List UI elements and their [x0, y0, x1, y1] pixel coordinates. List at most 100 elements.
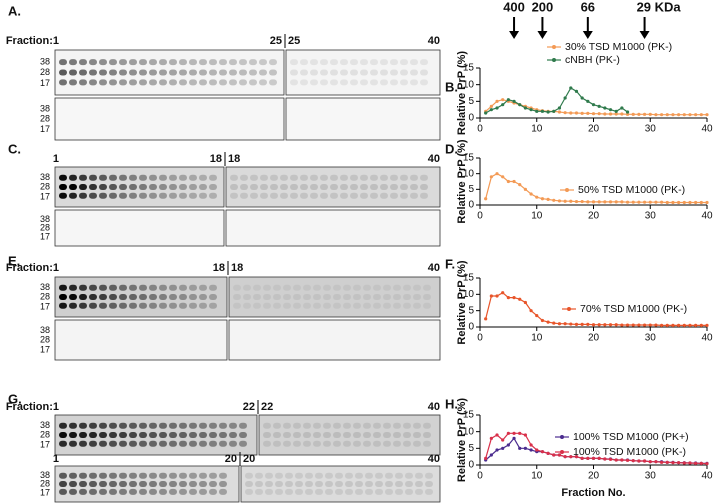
band: [390, 184, 398, 190]
band: [280, 192, 288, 199]
x-tick-label: 30: [645, 124, 657, 135]
band: [119, 192, 127, 199]
y-axis-title: Relative PrP (%): [456, 51, 468, 136]
data-point: [620, 200, 624, 204]
mw-label: 38: [40, 172, 50, 182]
data-point: [597, 200, 601, 204]
band: [79, 192, 87, 199]
data-point: [705, 113, 709, 117]
band: [373, 440, 381, 447]
band: [79, 69, 87, 76]
band: [290, 192, 298, 199]
data-point: [580, 322, 584, 326]
band: [325, 472, 333, 479]
band: [413, 440, 421, 447]
mw-label: 38: [40, 282, 50, 292]
band: [189, 488, 197, 495]
data-point: [654, 460, 658, 464]
band: [159, 79, 167, 86]
band: [323, 302, 331, 309]
band: [383, 422, 391, 429]
band: [99, 481, 107, 487]
band: [273, 302, 281, 309]
band: [295, 481, 303, 487]
band: [209, 432, 217, 438]
data-point: [506, 443, 510, 447]
data-point: [688, 323, 692, 327]
band: [269, 59, 277, 66]
band: [343, 432, 351, 438]
band: [375, 472, 383, 479]
band: [199, 422, 207, 429]
data-point: [529, 192, 533, 196]
band: [410, 184, 418, 190]
band: [199, 432, 207, 438]
band: [283, 294, 291, 300]
band: [410, 174, 418, 181]
band: [199, 192, 207, 199]
band: [303, 294, 311, 300]
y-tick-label: 5: [468, 305, 474, 316]
band: [340, 174, 348, 181]
band: [265, 488, 273, 495]
band: [59, 472, 67, 479]
band: [303, 284, 311, 291]
data-point: [557, 199, 562, 203]
band: [333, 284, 341, 291]
band: [79, 284, 87, 291]
data-point: [495, 294, 499, 298]
band: [303, 440, 311, 447]
band: [400, 184, 408, 190]
band: [169, 422, 177, 429]
band: [340, 192, 348, 199]
panel-label: B.: [445, 79, 458, 94]
band: [350, 174, 358, 181]
band: [390, 69, 398, 76]
band: [310, 59, 318, 66]
band: [149, 432, 157, 438]
lane-label: 1: [53, 153, 59, 165]
band: [69, 192, 77, 199]
data-point: [489, 104, 493, 108]
data-point: [569, 111, 573, 115]
band: [360, 79, 368, 86]
band: [425, 481, 433, 487]
band: [139, 59, 147, 66]
data-point: [540, 318, 545, 323]
band: [353, 294, 361, 300]
band: [263, 432, 271, 438]
band: [290, 174, 298, 181]
band: [99, 284, 107, 291]
panel-label: D.: [445, 141, 458, 156]
x-axis-title: Fraction No.: [561, 487, 625, 499]
band: [370, 174, 378, 181]
legend-label: 100% TSD M1000 (PK+): [573, 431, 689, 443]
band: [295, 472, 303, 479]
band: [119, 472, 127, 479]
band: [99, 432, 107, 438]
band: [403, 432, 411, 438]
band: [229, 79, 237, 86]
band: [89, 432, 97, 438]
x-tick-label: 0: [477, 333, 483, 344]
band: [149, 440, 157, 447]
band: [335, 472, 343, 479]
data-point: [563, 322, 567, 326]
band: [179, 184, 187, 190]
data-point: [694, 461, 698, 465]
band: [119, 440, 127, 447]
band: [390, 79, 398, 86]
band: [330, 79, 338, 86]
band: [99, 174, 107, 181]
data-point: [523, 446, 528, 450]
band: [59, 69, 67, 76]
band: [330, 192, 338, 199]
y-axis-title: Relative PrP (%): [456, 260, 468, 345]
data-point: [552, 198, 556, 202]
band: [119, 69, 127, 76]
band: [89, 59, 97, 66]
data-point: [586, 111, 590, 115]
data-point: [495, 448, 499, 452]
band: [400, 59, 408, 66]
band: [189, 174, 197, 181]
